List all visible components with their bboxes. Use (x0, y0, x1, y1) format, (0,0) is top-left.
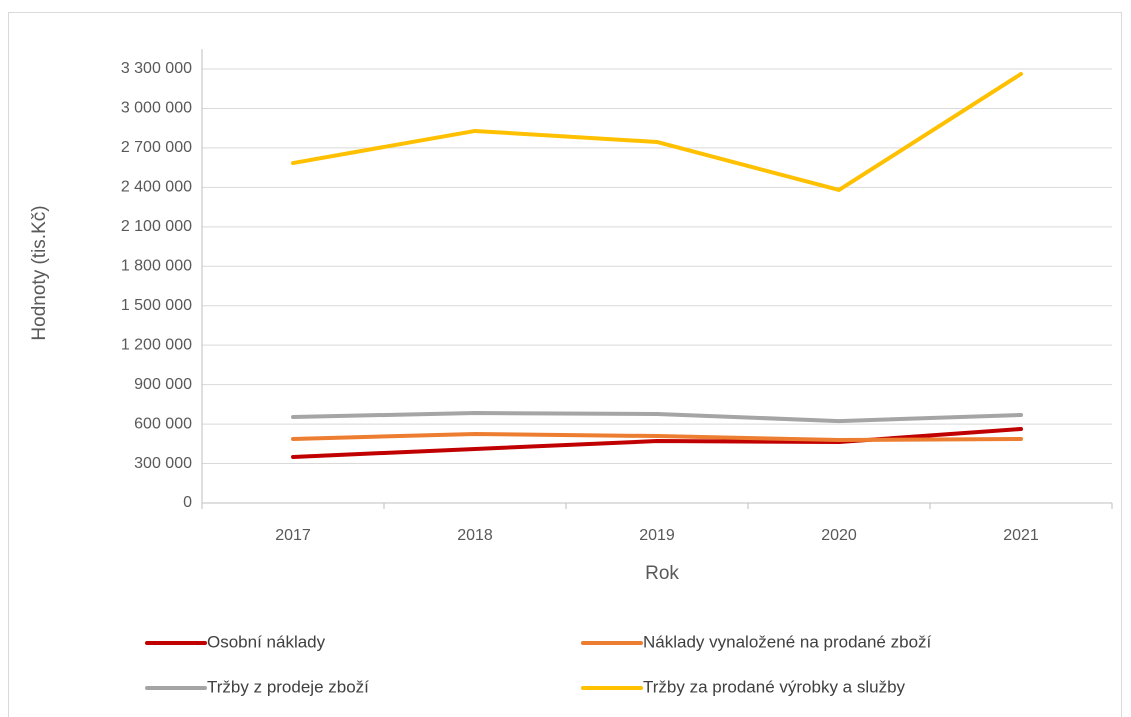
series-line (291, 426, 1023, 459)
y-tick-label: 3 000 000 (121, 100, 192, 117)
y-tick-label: 0 (183, 494, 192, 511)
x-axis-title: Rok (645, 563, 679, 584)
y-tick-label: 900 000 (134, 376, 192, 393)
y-tick-label: 1 800 000 (121, 257, 192, 274)
y-tick-label: 1 500 000 (121, 297, 192, 314)
y-tick-label: 2 100 000 (121, 218, 192, 235)
legend-text: Tržby za prodané výrobky a služby (643, 677, 906, 696)
y-tick-label: 300 000 (134, 455, 192, 472)
series-line (291, 431, 1023, 443)
legend-text: Tržby z prodeje zboží (207, 677, 369, 696)
x-tick-label: 2017 (275, 527, 311, 544)
y-tick-label: 600 000 (134, 415, 192, 432)
y-axis-title: Hodnoty (tis.Kč) (29, 205, 50, 340)
y-tick-label: 3 300 000 (121, 60, 192, 77)
x-tick-label: 2019 (639, 527, 675, 544)
x-tick-label: 2018 (457, 527, 493, 544)
series-line (291, 71, 1023, 192)
y-tick-label: 2 700 000 (121, 139, 192, 156)
x-tick-label: 2020 (821, 527, 857, 544)
y-tick-label: 2 400 000 (121, 179, 192, 196)
y-tick-label: 1 200 000 (121, 336, 192, 353)
x-tick-label: 2021 (1003, 527, 1039, 544)
series-line (291, 411, 1023, 424)
legend-text: Náklady vynaložené na prodané zboží (643, 632, 932, 651)
legend-text: Osobní náklady (207, 632, 326, 651)
